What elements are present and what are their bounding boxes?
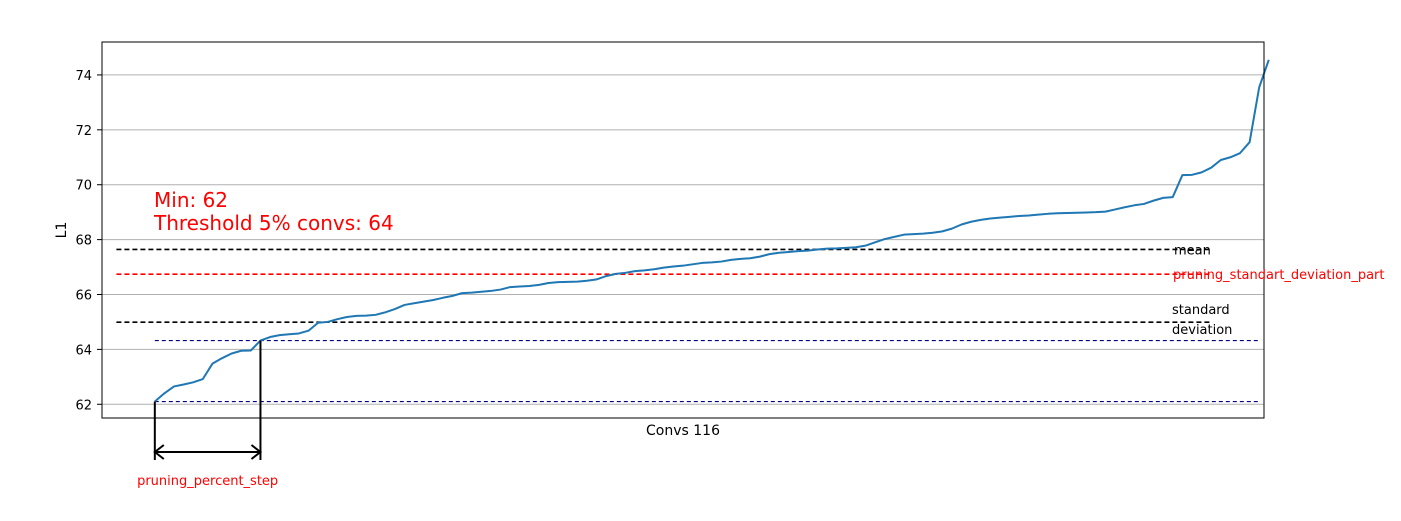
step-arrow-left-head	[153, 444, 165, 460]
min-annotation: Min: 62	[154, 188, 228, 212]
std-label-line1: standard	[1172, 303, 1230, 318]
std-label-line2: deviation	[1172, 323, 1232, 338]
threshold-annotation: Threshold 5% convs: 64	[153, 211, 394, 235]
x-axis-label: Convs 116	[646, 423, 720, 439]
ytick-label-66: 66	[75, 288, 92, 303]
annotations	[153, 340, 263, 460]
y-axis-label: L1	[54, 222, 70, 239]
reference-lines	[116, 248, 1260, 403]
l1-series-line	[154, 59, 1270, 403]
ytick-label-70: 70	[75, 179, 92, 194]
plot-frame	[101, 41, 1265, 419]
pruning-std-part-label: pruning_standart_deviation_part	[1173, 268, 1385, 283]
gridlines	[102, 74, 1264, 405]
ytick-label-72: 72	[75, 124, 92, 139]
ytick-label-64: 64	[75, 343, 92, 358]
y-axis-ticks: 62 64 66 68 70 72 74	[75, 69, 102, 413]
mean-label: mean	[1174, 243, 1211, 258]
step-arrow-right-head	[250, 444, 263, 460]
percent-step-label: pruning_percent_step	[137, 474, 278, 489]
ytick-label-74: 74	[75, 69, 92, 84]
ytick-label-68: 68	[75, 234, 92, 249]
ytick-label-62: 62	[75, 398, 92, 413]
